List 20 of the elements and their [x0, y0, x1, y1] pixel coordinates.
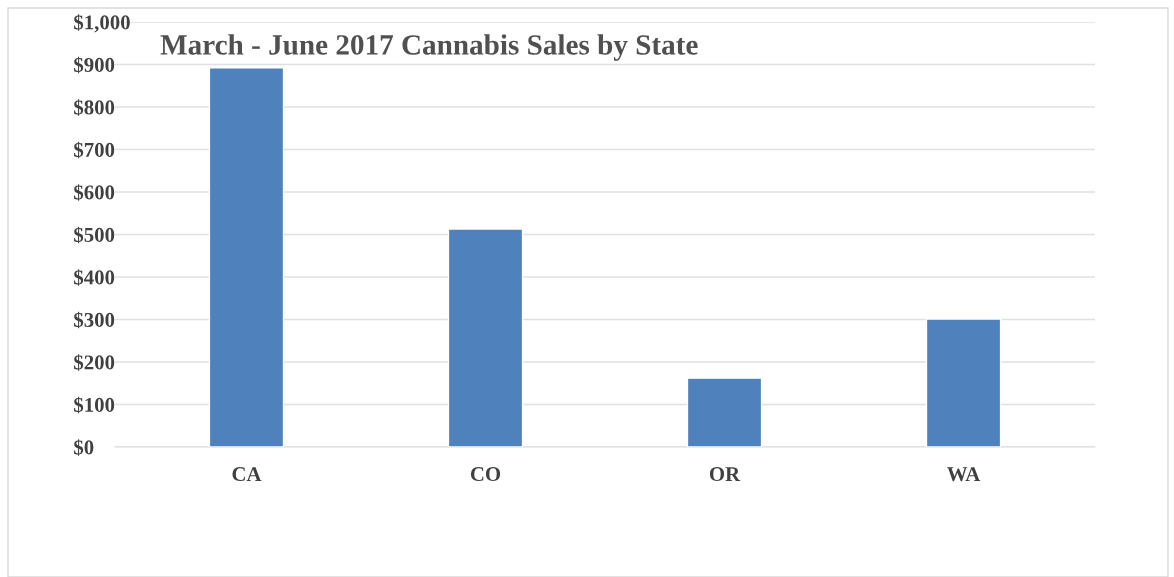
bar	[925, 318, 1002, 447]
y-tick-label: $900	[74, 56, 115, 74]
y-tick-label: $200	[74, 354, 115, 371]
y-tick-label: $400	[74, 269, 115, 286]
y-tick-label: $300	[74, 311, 115, 329]
bar	[686, 377, 763, 447]
y-tick-label: $0	[74, 439, 94, 456]
y-tick-label: $1,000	[74, 14, 130, 33]
y-tick-label: $100	[74, 396, 115, 414]
y-tick-label: $600	[74, 184, 115, 201]
x-tick-label: WA	[947, 467, 981, 482]
y-tick-label: $700	[74, 141, 115, 159]
y-tick-label: $800	[74, 99, 115, 116]
bar	[447, 228, 524, 447]
x-tick-label: CO	[470, 467, 501, 482]
chart-title: March - June 2017 Cannabis Sales by State	[160, 34, 698, 61]
x-tick-label: CA	[232, 467, 262, 482]
y-tick-label: $500	[74, 226, 115, 244]
x-tick-label: OR	[709, 467, 741, 482]
bar	[208, 67, 285, 447]
